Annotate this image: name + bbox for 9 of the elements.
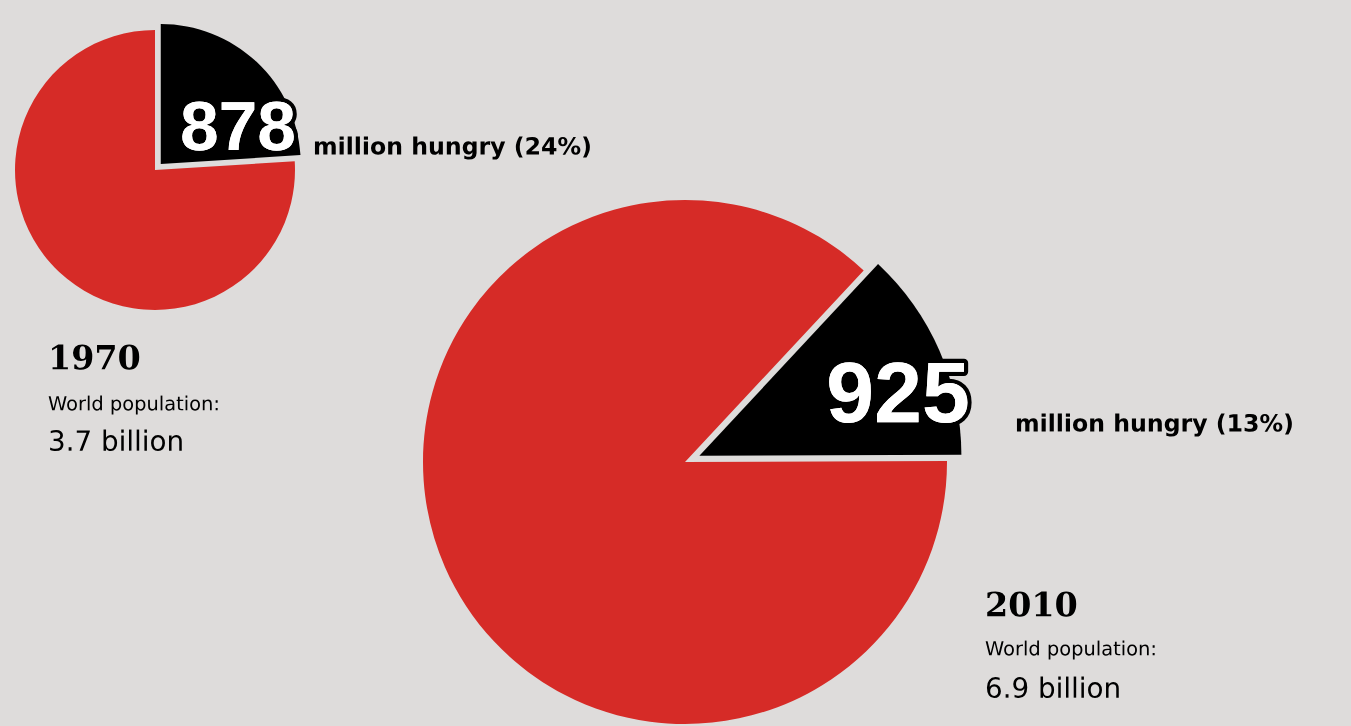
text: 2010 <box>987 591 1077 617</box>
text: million hungry (24%) <box>314 136 590 160</box>
text: 3.7 billion <box>50 429 182 452</box>
text: World population: <box>985 640 1155 660</box>
text: 878 <box>182 101 294 151</box>
text: 1970 <box>52 344 140 370</box>
text: million hungry (13%) <box>1016 413 1292 437</box>
text: World population: <box>48 395 218 415</box>
text: 6.9 billion <box>986 676 1119 699</box>
